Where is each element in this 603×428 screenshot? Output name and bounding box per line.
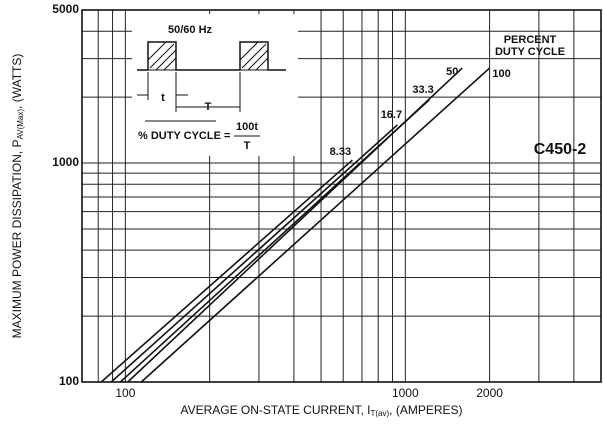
axis-label-part: , (WATTS): [10, 54, 24, 109]
dimension-lines: [137, 72, 241, 112]
legend-title: PERCENT: [504, 34, 557, 46]
axis-label: AVERAGE ON-STATE CURRENT, IT(av), (AMPER…: [180, 403, 462, 418]
frequency-label: 50/60 Hz: [168, 24, 213, 36]
T-label: T: [205, 101, 212, 113]
formula: % DUTY CYCLE =: [138, 130, 230, 142]
model-label: C450-2: [534, 141, 587, 158]
axis-label-part: , (AMPERES): [389, 403, 462, 417]
y-tick-label: 5000: [52, 2, 79, 16]
plot-frame: [81, 9, 602, 383]
curve: [100, 159, 353, 383]
pulse-hatch: [147, 41, 177, 71]
formula-numerator: 100t: [236, 121, 258, 133]
x-tick-label: 2000: [476, 386, 503, 400]
x-tick-label: 100: [115, 386, 135, 400]
curve: [127, 67, 463, 383]
y-tick-label: 1000: [52, 155, 79, 169]
axis-label: MAXIMUM POWER DISSIPATION, PAV(Max), (WA…: [10, 54, 25, 339]
y-tick-label: 100: [59, 374, 79, 388]
inset-background: [132, 14, 298, 156]
series-label: 33.3: [412, 84, 433, 96]
curve: [110, 124, 398, 383]
series-label: 50: [446, 66, 458, 78]
series-label: 8.33: [330, 146, 351, 158]
curve: [140, 67, 491, 383]
inset-diagram: 50/60 Hz t T % DUTY CYCLE = 100t T: [132, 14, 298, 156]
axis-label-part: AV(Max): [16, 109, 25, 140]
legend-title: DUTY CYCLE: [495, 46, 565, 58]
axis-label-part: MAXIMUM POWER DISSIPATION, P: [10, 139, 24, 338]
hatching: [147, 41, 269, 71]
t-label: t: [161, 92, 165, 104]
series-label: 16.7: [381, 109, 402, 121]
pulse-hatch: [239, 41, 269, 71]
axis-label-part: AVERAGE ON-STATE CURRENT, I: [180, 403, 370, 417]
formula-denominator: T: [244, 140, 251, 152]
axis-label-part: T(av): [371, 409, 390, 418]
x-tick-label: 1000: [392, 386, 419, 400]
series-label: 100: [492, 68, 510, 80]
